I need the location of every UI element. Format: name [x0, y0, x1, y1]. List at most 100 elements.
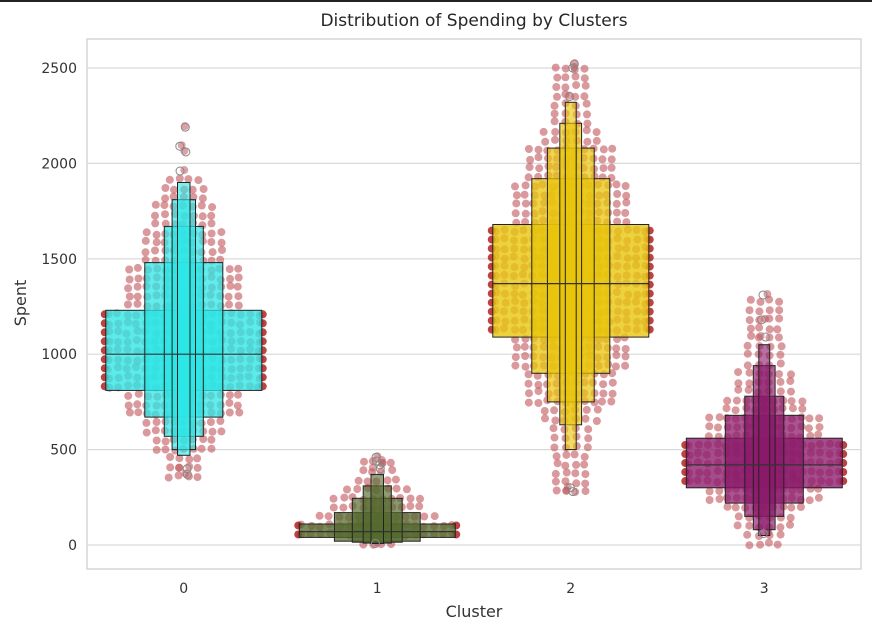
- swarm-point: [776, 377, 785, 386]
- swarm-point: [580, 460, 589, 469]
- swarm-point: [745, 306, 754, 315]
- swarm-point: [197, 444, 206, 453]
- swarm-point: [534, 380, 543, 389]
- swarm-point: [193, 463, 202, 472]
- swarm-point: [165, 175, 174, 184]
- outlier-point: [565, 92, 575, 102]
- outlier-point: [760, 332, 770, 342]
- swarm-point: [786, 513, 795, 522]
- swarm-point: [773, 540, 782, 549]
- swarm-point: [734, 379, 743, 388]
- swarm-point: [511, 209, 520, 218]
- swarm-point: [723, 502, 732, 511]
- swarm-point: [621, 209, 630, 217]
- swarm-point: [776, 359, 785, 368]
- swarm-point: [599, 380, 608, 389]
- swarm-point: [512, 191, 521, 200]
- swarm-point: [315, 511, 324, 520]
- swarm-point: [511, 353, 520, 362]
- swarm-point: [550, 443, 559, 452]
- swarm-point: [226, 281, 235, 290]
- swarm-point: [805, 496, 814, 505]
- y-tick-label-1000: 1000: [41, 347, 77, 363]
- boxen-level-1-4: [370, 473, 384, 544]
- swarm-point: [612, 208, 621, 217]
- swarm-point: [583, 110, 591, 119]
- x-axis-label: Cluster: [446, 602, 503, 621]
- swarm-point: [743, 341, 752, 350]
- chart-title: Distribution of Spending by Clusters: [320, 11, 627, 31]
- swarm-point: [572, 81, 581, 90]
- swarm-point: [152, 238, 161, 247]
- swarm-point: [225, 408, 234, 417]
- swarm-point: [562, 468, 571, 477]
- swarm-point: [524, 379, 533, 388]
- swarm-point: [787, 370, 795, 379]
- swarm-point: [521, 362, 530, 371]
- swarm-point: [581, 414, 590, 423]
- swarm-point: [124, 401, 133, 410]
- swarm-point: [343, 485, 351, 494]
- swarm-point: [217, 427, 226, 436]
- swarm-point: [580, 74, 589, 83]
- outlier-point: [370, 538, 380, 548]
- swarm-point: [777, 342, 786, 351]
- swarm-point: [141, 255, 150, 264]
- swarm-point: [534, 145, 543, 154]
- swarm-point: [534, 399, 543, 407]
- swarm-point: [599, 145, 608, 154]
- swarm-point: [561, 461, 570, 470]
- swarm-point: [125, 408, 134, 417]
- swarm-point: [550, 117, 559, 126]
- swarm-point: [169, 192, 178, 201]
- swarm-point: [612, 199, 621, 208]
- swarm-point: [553, 73, 562, 82]
- swarm-point: [805, 424, 813, 433]
- outlier-point: [175, 166, 185, 176]
- swarm-point: [175, 174, 184, 183]
- swarm-point: [572, 479, 581, 488]
- swarm-point: [733, 521, 742, 530]
- swarm-point: [185, 455, 194, 464]
- swarm-point: [580, 64, 589, 73]
- swarm-point: [124, 284, 133, 293]
- swarm-point: [570, 450, 579, 459]
- swarm-point: [524, 173, 533, 182]
- swarm-point: [732, 396, 741, 405]
- swarm-point: [524, 398, 533, 407]
- swarm-point: [166, 463, 175, 472]
- swarm-point: [174, 471, 183, 480]
- swarm-point: [582, 99, 591, 108]
- swarm-point: [551, 416, 560, 425]
- x-tick-labels: 0 1 2 3: [179, 581, 768, 597]
- swarm-point: [612, 351, 621, 360]
- swarm-point: [198, 194, 207, 203]
- swarm-point: [524, 370, 533, 379]
- swarm-point: [743, 530, 752, 539]
- swarm-point: [550, 433, 559, 442]
- swarm-point: [551, 63, 560, 72]
- swarm-point: [598, 155, 607, 164]
- swarm-point: [613, 217, 622, 226]
- swarm-point: [353, 485, 362, 493]
- swarm-point: [745, 316, 754, 325]
- swarm-point: [151, 211, 159, 220]
- swarm-point: [743, 361, 752, 370]
- boxen-layer: [105, 59, 843, 548]
- swarm-point: [161, 184, 170, 192]
- swarm-point: [541, 414, 549, 423]
- swarm-point: [561, 73, 570, 82]
- swarm-point: [225, 265, 234, 274]
- swarm-point: [553, 459, 562, 468]
- swarm-point: [571, 72, 580, 81]
- swarm-point: [581, 479, 590, 488]
- x-tick-label-3: 3: [760, 581, 769, 597]
- swarm-point: [185, 462, 194, 471]
- swarm-point: [406, 502, 415, 511]
- swarm-point: [207, 211, 216, 220]
- y-tick-labels: 0 500 1000 1500 2000 2500: [41, 61, 77, 554]
- swarm-point: [234, 301, 243, 310]
- swarm-point: [776, 387, 785, 396]
- swarm-point: [714, 423, 722, 432]
- swarm-point: [161, 194, 170, 203]
